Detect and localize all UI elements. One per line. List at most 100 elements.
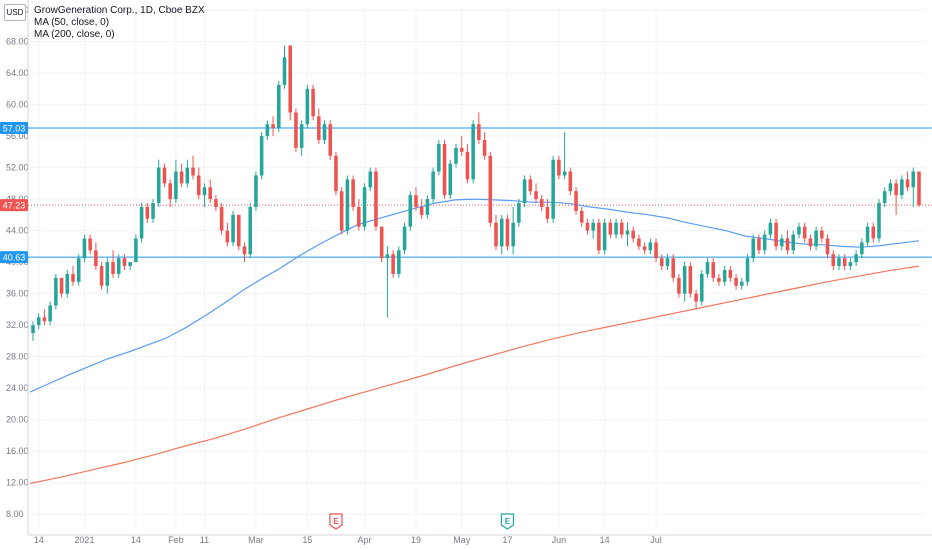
candle <box>431 167 435 204</box>
candle-body <box>791 234 796 251</box>
candle-body <box>391 254 395 274</box>
candle-body <box>591 222 595 231</box>
candle <box>299 120 304 156</box>
candle-body <box>425 199 430 215</box>
candle <box>900 175 904 200</box>
candle-body <box>494 222 498 247</box>
earnings-marker-shape <box>500 513 515 530</box>
candle <box>568 167 573 196</box>
candle-body <box>511 222 515 247</box>
candle <box>134 234 138 263</box>
candle <box>351 175 355 211</box>
candle <box>660 254 664 270</box>
candle <box>802 222 807 243</box>
candle-body <box>865 226 870 243</box>
candle <box>357 199 361 231</box>
candle <box>196 167 201 200</box>
candle-body <box>36 317 41 326</box>
candle <box>831 250 836 270</box>
candle-body <box>488 155 493 223</box>
candle-body <box>825 238 830 255</box>
candle-body <box>465 151 470 180</box>
candle-body <box>751 238 756 259</box>
candle <box>694 289 698 310</box>
candle-body <box>642 246 647 251</box>
candle-body <box>271 124 275 129</box>
candle-body <box>528 179 533 192</box>
candle <box>511 206 515 255</box>
x-tick-label: 14 <box>600 535 610 545</box>
candle <box>905 171 910 192</box>
candle-body <box>597 222 601 251</box>
candle-body <box>437 143 441 172</box>
candle <box>128 262 132 270</box>
candle <box>882 187 887 207</box>
candle <box>294 108 298 152</box>
candle-body <box>237 214 241 247</box>
candle <box>402 222 407 255</box>
candle-body <box>814 230 818 247</box>
candle-body <box>225 230 230 243</box>
candle-body <box>459 147 464 152</box>
candle <box>156 159 161 207</box>
candle-body <box>619 222 624 235</box>
candle <box>459 136 464 156</box>
candle <box>711 258 715 282</box>
candle-body <box>625 230 630 235</box>
candle <box>728 266 733 282</box>
candle-body <box>482 140 487 156</box>
candle <box>528 175 533 196</box>
x-tick-label: Apr <box>358 535 372 545</box>
candle-body <box>551 159 555 219</box>
candle-body <box>116 258 121 274</box>
candle <box>65 270 70 298</box>
earnings-marker[interactable]: E <box>500 513 515 530</box>
earnings-marker[interactable]: E <box>329 513 343 530</box>
candle <box>517 199 521 227</box>
candle <box>780 234 784 251</box>
legend-title[interactable]: GrowGeneration Corp., 1D, Cboe BZX <box>34 5 205 16</box>
legend-ma200[interactable]: MA (200, close, 0) <box>34 29 115 40</box>
candle-body <box>88 238 92 251</box>
candle <box>837 254 841 270</box>
candle-body <box>282 57 287 85</box>
currency-badge[interactable]: USD <box>4 4 26 21</box>
candle-body <box>854 254 858 263</box>
candle <box>545 199 550 223</box>
candle <box>619 218 624 239</box>
candle-body <box>82 238 87 259</box>
candle-body <box>768 222 773 235</box>
candle <box>722 266 727 286</box>
candle <box>99 262 104 290</box>
candle <box>814 226 818 251</box>
candle <box>185 159 190 188</box>
candle <box>391 250 395 278</box>
candle <box>242 242 247 263</box>
candle-body <box>585 222 590 231</box>
candle-body <box>414 195 418 207</box>
candle-body <box>379 226 384 259</box>
y-tick-label: 64.00 <box>6 68 29 78</box>
candle <box>54 273 58 310</box>
candle-body <box>745 258 750 282</box>
x-tick-label: 19 <box>411 535 421 545</box>
candle <box>328 120 333 160</box>
candle <box>877 199 881 243</box>
candle <box>614 218 618 239</box>
candle-body <box>442 143 447 196</box>
candle <box>288 45 292 121</box>
candle-body <box>471 124 475 180</box>
y-tick-label: 52.00 <box>6 163 29 173</box>
candle-body <box>722 270 727 282</box>
candle <box>848 258 853 270</box>
candle <box>414 187 418 211</box>
candle <box>454 143 458 168</box>
candle-body <box>208 187 212 200</box>
candle <box>717 273 721 286</box>
candle-body <box>820 230 824 239</box>
candle-body <box>48 305 52 322</box>
candle <box>105 258 110 294</box>
legend-ma50[interactable]: MA (50, close, 0) <box>34 17 110 28</box>
candle <box>265 120 270 140</box>
